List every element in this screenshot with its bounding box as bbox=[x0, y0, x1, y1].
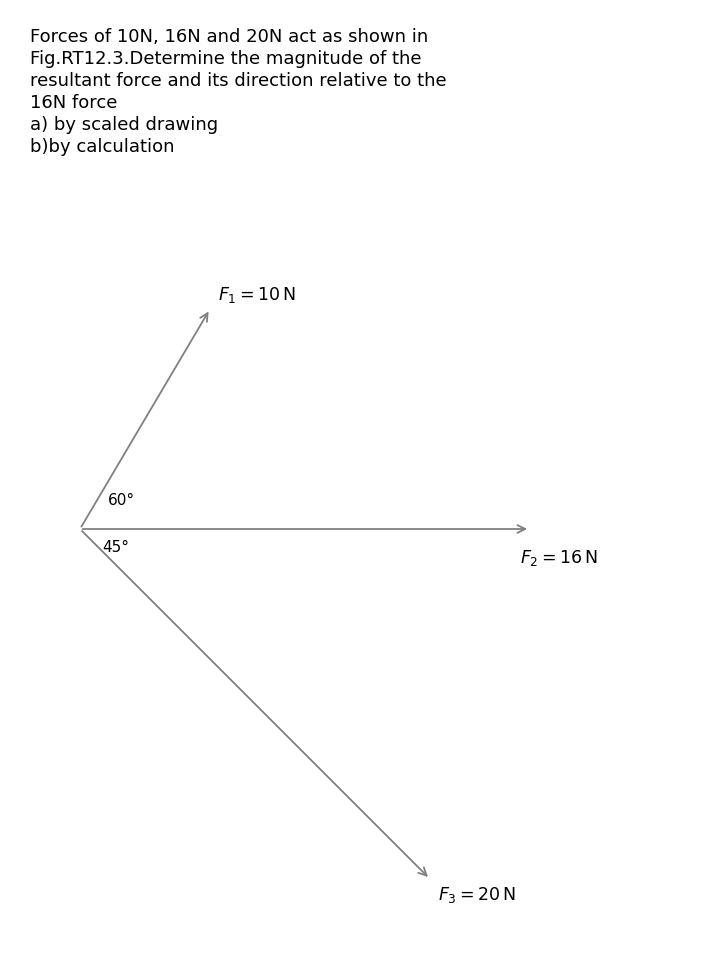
Text: b)by calculation: b)by calculation bbox=[30, 138, 174, 156]
Text: $F_1 = 10\,\mathrm{N}$: $F_1 = 10\,\mathrm{N}$ bbox=[218, 284, 296, 305]
Text: 60°: 60° bbox=[108, 492, 135, 507]
Text: 45°: 45° bbox=[102, 539, 129, 554]
Text: Forces of 10N, 16N and 20N act as shown in: Forces of 10N, 16N and 20N act as shown … bbox=[30, 28, 428, 46]
Text: $F_2 = 16\,\mathrm{N}$: $F_2 = 16\,\mathrm{N}$ bbox=[520, 547, 598, 568]
Text: Fig.RT12.3.Determine the magnitude of the: Fig.RT12.3.Determine the magnitude of th… bbox=[30, 50, 421, 68]
Text: a) by scaled drawing: a) by scaled drawing bbox=[30, 116, 218, 134]
Text: 16N force: 16N force bbox=[30, 94, 117, 112]
Text: resultant force and its direction relative to the: resultant force and its direction relati… bbox=[30, 72, 446, 90]
Text: $F_3 = 20\,\mathrm{N}$: $F_3 = 20\,\mathrm{N}$ bbox=[438, 884, 516, 904]
